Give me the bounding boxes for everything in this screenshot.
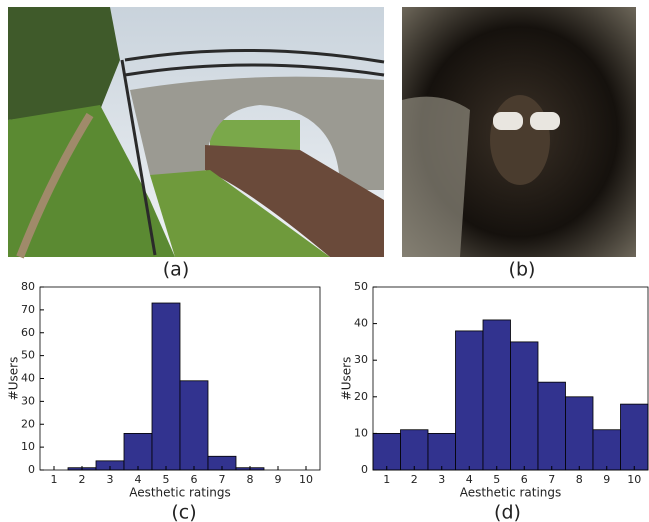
x-tick-label: 9 — [275, 473, 282, 486]
x-tick-label: 8 — [576, 473, 583, 486]
photo-a — [8, 7, 384, 257]
x-tick-label: 3 — [107, 473, 114, 486]
x-tick-label: 5 — [163, 473, 170, 486]
x-tick-label: 5 — [493, 473, 500, 486]
y-tick-label: 40 — [21, 372, 35, 385]
y-tick-label: 10 — [21, 440, 35, 453]
figure: (a) (b) 0102030405060708012345678910Aest… — [0, 0, 649, 522]
y-tick-label: 50 — [21, 349, 35, 362]
y-tick-label: 20 — [354, 390, 368, 403]
bar — [456, 331, 484, 470]
bar — [124, 433, 152, 470]
y-tick-label: 80 — [21, 280, 35, 293]
bar — [621, 404, 649, 470]
x-tick-label: 8 — [247, 473, 254, 486]
x-tick-label: 7 — [548, 473, 555, 486]
x-tick-label: 1 — [383, 473, 390, 486]
y-axis-label: #Users — [7, 357, 21, 401]
x-tick-label: 2 — [79, 473, 86, 486]
x-tick-label: 1 — [51, 473, 58, 486]
image-caption: (a) — [163, 259, 189, 281]
x-tick-label: 6 — [191, 473, 198, 486]
x-tick-label: 9 — [603, 473, 610, 486]
x-axis-label: Aesthetic ratings — [460, 486, 562, 500]
x-tick-label: 4 — [466, 473, 473, 486]
x-tick-label: 6 — [521, 473, 528, 486]
bar — [566, 397, 594, 470]
photo-b — [402, 7, 636, 257]
image-caption: (b) — [509, 259, 536, 281]
x-tick-label: 4 — [135, 473, 142, 486]
y-tick-label: 20 — [21, 417, 35, 430]
bar — [152, 303, 180, 470]
bar — [401, 430, 429, 470]
bar — [593, 430, 621, 470]
chart-caption: (c) — [171, 502, 196, 522]
bar — [538, 382, 566, 470]
chart-caption: (d) — [494, 502, 521, 522]
bar — [373, 433, 401, 470]
y-tick-label: 60 — [21, 326, 35, 339]
y-axis-label: #Users — [340, 357, 354, 401]
bar — [428, 433, 456, 470]
x-tick-label: 10 — [299, 473, 313, 486]
x-tick-label: 10 — [627, 473, 641, 486]
bar — [483, 320, 511, 470]
y-tick-label: 30 — [21, 394, 35, 407]
x-tick-label: 7 — [219, 473, 226, 486]
y-tick-label: 0 — [361, 463, 368, 476]
y-tick-label: 40 — [354, 317, 368, 330]
x-axis-label: Aesthetic ratings — [129, 486, 231, 500]
y-tick-label: 30 — [354, 353, 368, 366]
bar — [511, 342, 539, 470]
x-tick-label: 3 — [438, 473, 445, 486]
y-tick-label: 70 — [21, 303, 35, 316]
y-tick-label: 50 — [354, 280, 368, 293]
x-tick-label: 2 — [411, 473, 418, 486]
y-tick-label: 10 — [354, 426, 368, 439]
bar — [180, 381, 208, 470]
y-tick-label: 0 — [28, 463, 35, 476]
